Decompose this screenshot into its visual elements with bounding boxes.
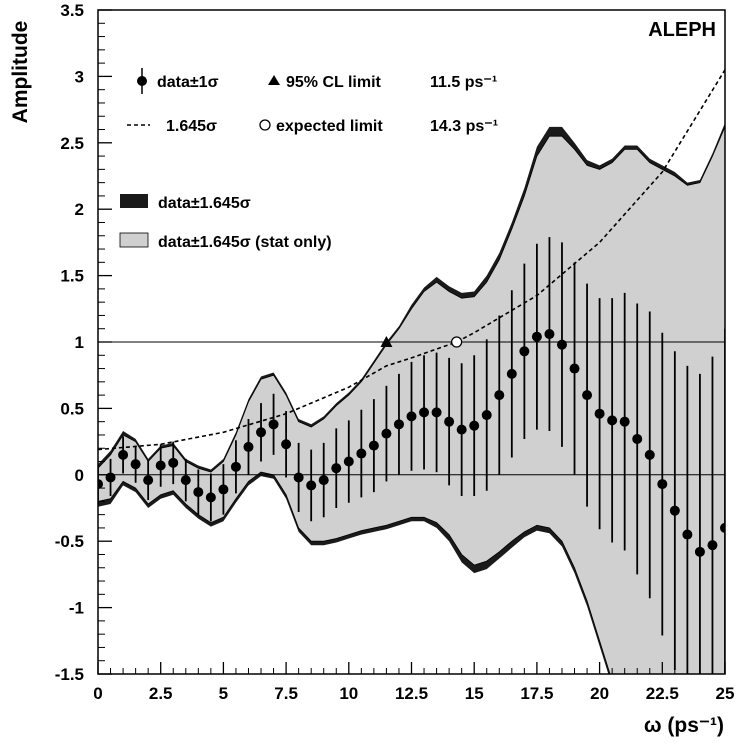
data-point — [205, 492, 216, 503]
x-tick-label: 15 — [465, 684, 484, 703]
x-tick-label: 22.5 — [646, 684, 679, 703]
data-point — [506, 368, 517, 379]
y-tick-label: -1.5 — [55, 665, 84, 684]
y-tick-label: 0 — [75, 466, 84, 485]
x-tick-label: 20 — [590, 684, 609, 703]
data-point — [331, 463, 342, 474]
data-point — [481, 410, 492, 421]
data-point — [268, 419, 279, 430]
legend-expected-value: 14.3 ps⁻¹ — [430, 118, 498, 135]
data-point — [644, 449, 655, 460]
data-point — [494, 390, 505, 401]
data-point — [356, 448, 367, 459]
data-point — [130, 459, 141, 470]
y-tick-label: 1 — [75, 333, 84, 352]
data-point — [406, 411, 417, 422]
95cl-limit-marker — [380, 336, 393, 347]
data-point — [632, 433, 643, 444]
legend-data-label: data±1σ — [157, 74, 219, 91]
legend-limit-marker — [268, 75, 280, 85]
data-point — [720, 522, 725, 533]
data-point — [230, 461, 241, 472]
data-point — [180, 475, 191, 486]
data-point — [594, 408, 605, 419]
x-tick-label: 12.5 — [395, 684, 428, 703]
data-point — [456, 424, 467, 435]
data-point — [218, 484, 229, 495]
data-point — [118, 449, 129, 460]
data-point — [381, 428, 392, 439]
data-point — [657, 479, 668, 490]
curve-1645sigma — [98, 69, 725, 451]
y-tick-label: 1.5 — [60, 267, 84, 286]
y-tick-label: 0.5 — [60, 399, 84, 418]
data-point — [343, 456, 354, 467]
legend-band-stat-label: data±1.645σ (stat only) — [158, 234, 332, 251]
legend-data-marker — [137, 76, 147, 86]
data-point — [193, 487, 204, 498]
y-tick-label: 2 — [75, 200, 84, 219]
data-point — [519, 346, 530, 357]
data-point — [694, 546, 705, 557]
y-tick-label: -0.5 — [55, 532, 84, 551]
y-axis: -1.5 -1 -0.5 0 0.5 1 1.5 2 2.5 3 3.5 — [55, 1, 112, 684]
legend-band-total-swatch — [120, 194, 148, 208]
data-point — [143, 475, 154, 486]
legend-limit-label: 95% CL limit — [286, 74, 382, 91]
data-point — [431, 407, 442, 418]
data-point — [98, 479, 103, 490]
data-point — [607, 415, 618, 426]
data-point — [469, 420, 480, 431]
legend: data±1σ 95% CL limit 11.5 ps⁻¹ 1.645σ ex… — [119, 68, 498, 251]
x-tick-label: 25 — [716, 684, 735, 703]
data-point — [318, 475, 329, 486]
experiment-label: ALEPH — [648, 19, 716, 41]
x-tick-label: 7.5 — [274, 684, 298, 703]
data-point — [419, 407, 430, 418]
data-point — [155, 460, 166, 471]
legend-expected-label: expected limit — [276, 118, 383, 135]
data-series — [98, 237, 725, 674]
x-tick-label: 10 — [339, 684, 358, 703]
data-point — [105, 472, 116, 483]
expected-limit-marker — [450, 336, 463, 348]
data-point — [168, 457, 179, 468]
legend-band-total-label: data±1.645σ — [158, 195, 251, 212]
data-point — [682, 529, 693, 540]
data-point — [306, 480, 317, 491]
y-tick-label: 2.5 — [60, 134, 84, 153]
x-tick-label: 5 — [219, 684, 228, 703]
data-point — [556, 339, 567, 350]
y-tick-label: -1 — [69, 599, 84, 618]
data-point — [531, 331, 542, 342]
data-point — [444, 416, 455, 427]
x-tick-label: 2.5 — [149, 684, 173, 703]
data-point — [569, 363, 580, 374]
data-point — [669, 505, 680, 516]
data-point — [619, 416, 630, 427]
data-point — [368, 440, 379, 451]
y-tick-label: 3.5 — [60, 1, 84, 20]
legend-expected-curve-label: 1.645σ — [166, 118, 217, 135]
data-point — [544, 329, 555, 340]
data-point — [256, 427, 267, 438]
y-tick-label: 3 — [75, 67, 84, 86]
legend-limit-value: 11.5 ps⁻¹ — [430, 74, 497, 91]
data-point — [582, 390, 593, 401]
data-point — [293, 472, 304, 483]
data-point — [393, 419, 404, 430]
legend-band-stat-swatch — [119, 232, 149, 248]
x-tick-label: 0 — [93, 684, 102, 703]
data-point — [707, 540, 718, 551]
x-axis-title: ω (ps⁻¹) — [644, 714, 724, 737]
x-axis: 0 2.5 5 7.5 10 12.5 15 17.5 20 22.5 25 — [93, 662, 734, 703]
legend-expected-marker — [259, 119, 271, 131]
data-point — [281, 439, 292, 450]
data-point — [243, 441, 254, 452]
y-axis-title: Amplitude — [9, 21, 32, 124]
x-tick-label: 17.5 — [520, 684, 553, 703]
